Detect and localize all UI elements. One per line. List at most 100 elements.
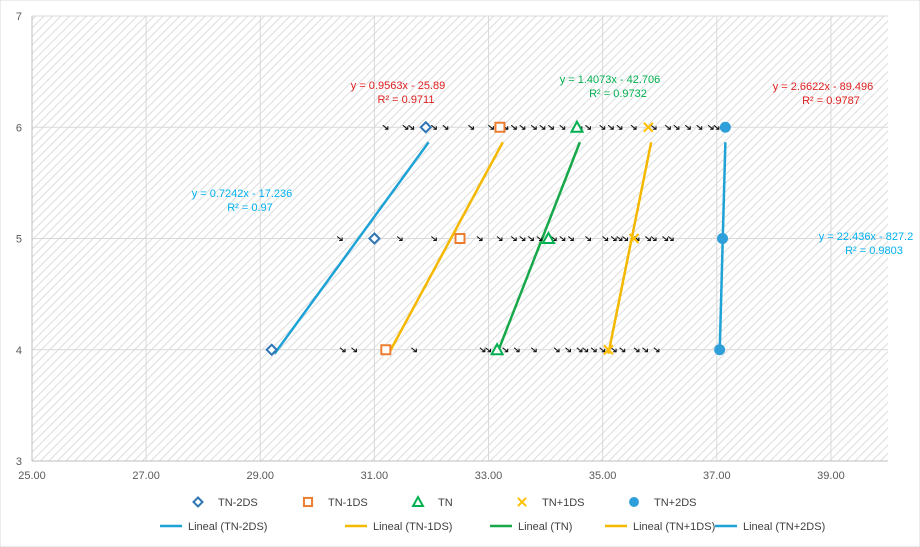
trendlines [273, 141, 727, 355]
trendline [607, 142, 653, 354]
x-tick-label: 39.00 [817, 470, 845, 482]
raw-data-point [713, 124, 720, 130]
legend-marker [517, 497, 527, 507]
trendline [273, 141, 430, 355]
raw-data-point [667, 236, 674, 242]
x-tick-label: 37.00 [703, 470, 731, 482]
raw-data-point [536, 236, 543, 242]
raw-data-point [559, 236, 566, 242]
raw-data-point [664, 124, 671, 130]
x-tick-label: 29.00 [247, 470, 275, 482]
legend-label: TN+1DS [542, 497, 585, 509]
raw-data-point [502, 347, 509, 353]
data-point-tn [489, 342, 505, 356]
data-point-tnplus1ds [628, 233, 640, 244]
raw-data-point [476, 236, 483, 242]
x-tick-label: 31.00 [361, 470, 389, 482]
raw-data-point [336, 236, 343, 242]
trendline-r-squared: R² = 0.9711 [378, 94, 435, 106]
data-point-tnplus2ds [719, 121, 731, 133]
legend-label: TN-1DS [328, 497, 368, 509]
raw-data-point [585, 236, 591, 242]
raw-data-point [479, 347, 486, 353]
trendline-r-squared: R² = 0.9803 [845, 245, 903, 257]
raw-data-point [553, 347, 560, 353]
raw-data-point [619, 347, 626, 353]
legend-label: Lineal (TN-2DS) [188, 521, 267, 533]
x-tick-label: 25.00 [18, 470, 46, 482]
trendline [495, 141, 582, 355]
raw-data-point [650, 124, 657, 130]
trendline [718, 142, 727, 354]
trendline-equation: y = 0.9563x - 25.89 [351, 80, 445, 92]
raw-data-point [616, 236, 623, 242]
raw-data-point [550, 236, 557, 242]
data-point-tn-1ds [380, 344, 392, 356]
raw-data-point [662, 236, 668, 242]
legend-label: Lineal (TN-1DS) [373, 521, 452, 533]
raw-data-point [673, 124, 680, 130]
trendline-equation: y = 0.7242x - 17.236 [192, 188, 293, 200]
raw-data-point [351, 347, 357, 353]
raw-data-point [599, 124, 606, 130]
raw-data-point [496, 236, 503, 242]
raw-data-point [430, 236, 437, 242]
raw-data-point [519, 236, 526, 242]
raw-data-point [567, 236, 574, 242]
raw-data-point [402, 124, 409, 130]
raw-data-point [696, 124, 703, 130]
y-tick-label: 3 [16, 456, 22, 468]
raw-data-point [582, 347, 589, 353]
data-point-tn [541, 230, 556, 244]
legend-label: TN+2DS [654, 497, 697, 509]
raw-data-point [602, 236, 609, 242]
raw-data-point [565, 347, 571, 353]
legend-marker [192, 496, 204, 508]
y-tick-label: 7 [16, 11, 22, 23]
raw-data-point [650, 236, 657, 242]
raw-data-point [485, 347, 492, 353]
raw-data-point [653, 347, 660, 353]
series-markers [265, 119, 731, 357]
legend-label: TN [438, 497, 453, 509]
trendline-equations: y = 0.7242x - 17.236 R² = 0.97 y = 0.9563x… [192, 74, 914, 257]
y-tick-label: 4 [16, 345, 22, 357]
data-point-tn [569, 119, 585, 133]
raw-data-point [519, 124, 526, 130]
raw-data-point [513, 347, 520, 353]
raw-data-point [339, 347, 346, 353]
raw-data-point [610, 236, 617, 242]
raw-data-point [396, 236, 403, 242]
raw-data-point [408, 124, 415, 130]
x-tick-label: 27.00 [132, 470, 160, 482]
raw-data-point [590, 347, 597, 353]
raw-data-point [468, 124, 474, 130]
raw-data-point [510, 236, 517, 242]
legend-marker [629, 497, 639, 507]
legend-label: Lineal (TN+1DS) [633, 521, 715, 533]
trendline-equation: y = 2.6622x - 89.496 [773, 81, 874, 93]
raw-data-point [607, 124, 614, 130]
trendline-r-squared: R² = 0.9787 [802, 95, 860, 107]
raw-data-point [430, 124, 437, 130]
raw-data-point [411, 347, 417, 353]
y-tick-label: 5 [16, 234, 22, 246]
raw-data-point [559, 124, 566, 130]
raw-data-point [622, 236, 629, 242]
raw-data-point [610, 347, 617, 353]
grid [31, 15, 888, 462]
raw-data-point [539, 124, 546, 130]
raw-data-point [707, 124, 714, 130]
trendline-r-squared: R² = 0.9732 [589, 88, 647, 100]
trendline-equation: y = 22.436x - 827.2 [819, 231, 913, 243]
raw-data-point [633, 347, 640, 353]
legend-label: Lineal (TN+2DS) [743, 521, 825, 533]
data-point-tnplus1ds [643, 122, 654, 133]
trendline-equation: y = 1.4073x - 42.706 [560, 74, 661, 86]
data-point-tn-2ds [265, 343, 279, 357]
raw-data-point [644, 236, 651, 242]
raw-data-point [576, 347, 583, 353]
data-point-tn-2ds [419, 120, 433, 134]
